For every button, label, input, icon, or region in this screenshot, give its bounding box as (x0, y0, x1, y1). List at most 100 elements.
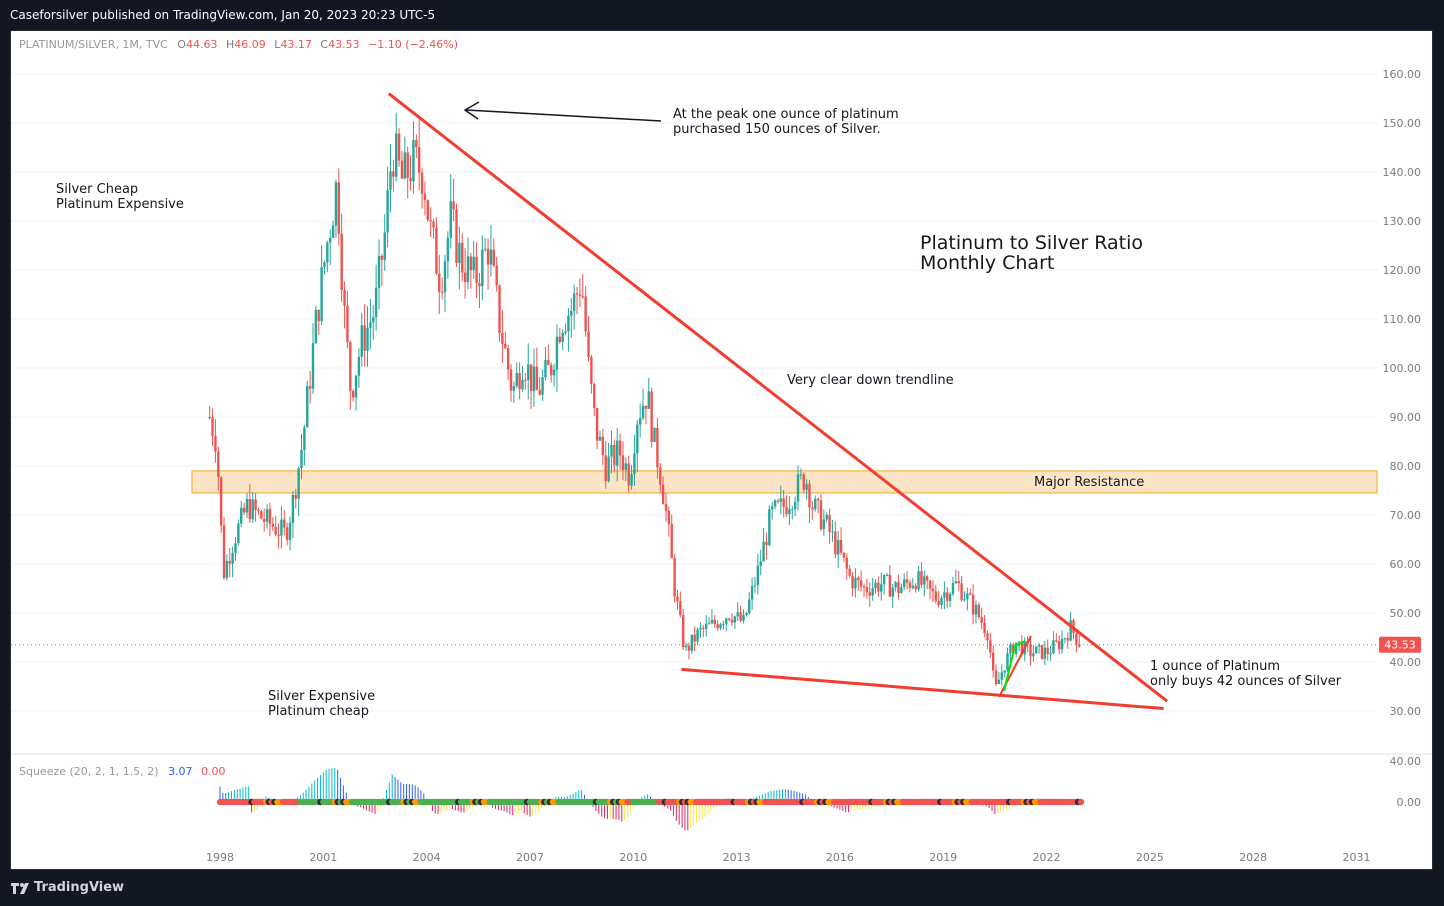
major-resistance-zone[interactable] (191, 470, 1378, 494)
candle-body (443, 261, 447, 293)
time-tick-label: 2007 (516, 851, 544, 864)
indicator-value2: 0.00 (201, 765, 226, 778)
candle-body (1035, 646, 1038, 654)
candle-body (848, 568, 851, 576)
symbol-legend[interactable]: PLATINUM/SILVER, 1M, TVC O44.63 H46.09 L… (19, 38, 458, 51)
green-trendline-top[interactable] (1014, 640, 1026, 647)
candle-body (1017, 641, 1021, 643)
candle-body (969, 593, 972, 595)
candle-body (277, 534, 280, 536)
candle-body (661, 484, 665, 505)
candle-body (1040, 645, 1044, 659)
legend-close: 43.53 (328, 38, 360, 51)
time-axis[interactable]: 1998 2001 2004 2007 2010 2013 2016 2019 2022 2025… (206, 851, 1371, 864)
candle-body (802, 474, 805, 490)
candle-body (768, 509, 771, 546)
candle-body (222, 525, 226, 578)
candle-body (679, 600, 682, 616)
candle-body (357, 356, 361, 376)
peak-note-line2: purchased 150 ounces of Silver. (673, 122, 881, 137)
candle-body (547, 359, 550, 366)
candle-body (570, 310, 573, 316)
candle-body (753, 585, 757, 587)
candle-body (561, 332, 564, 342)
candle-body (234, 543, 237, 553)
candle-body (888, 574, 892, 597)
tradingview-brand: TradingView (34, 880, 125, 895)
candle-body (472, 256, 475, 271)
candle-body (650, 391, 653, 442)
candle-body (314, 309, 318, 344)
candle-body (420, 172, 424, 194)
candle-body (265, 509, 269, 522)
candle-body (429, 219, 432, 222)
candle-body (903, 579, 906, 588)
candle-body (994, 670, 998, 684)
candle-body (552, 369, 556, 376)
down-trendline[interactable] (387, 92, 1169, 703)
candle-body (498, 285, 501, 334)
candle-body (704, 623, 708, 629)
candle-body (1057, 641, 1061, 650)
candle-body (492, 249, 495, 266)
candle-body (974, 604, 978, 615)
price-tick-label: 50.00 (1390, 607, 1422, 620)
candle-body (271, 523, 275, 527)
indicator-legend[interactable]: Squeeze (20, 2, 1, 1.5, 2) 3.07 0.00 (19, 765, 226, 778)
support-trendline[interactable] (681, 667, 1164, 711)
chart-canvas[interactable]: Major Resistance At the peak one ounce o… (11, 31, 1432, 869)
candle-body (736, 612, 739, 617)
candle-body (214, 436, 217, 452)
candlestick-series (208, 112, 1081, 686)
green-trendline[interactable] (1003, 645, 1016, 692)
legend-change: −1.10 (−2.46%) (368, 38, 458, 51)
candle-body (920, 571, 923, 585)
candle-body (670, 523, 673, 559)
candle-body (527, 364, 530, 381)
candle-body (834, 531, 837, 555)
price-axis[interactable]: 160.00 150.00 140.00 130.00 120.00 110.00 100.… (1383, 68, 1422, 809)
candle-body (208, 417, 211, 418)
candle-body (242, 507, 246, 513)
peak-arrow-line[interactable] (465, 109, 662, 122)
candle-body (240, 507, 243, 524)
candle-body (360, 325, 363, 357)
time-tick-label: 2025 (1136, 851, 1164, 864)
candle-body (417, 147, 421, 173)
legend-open-label: O (177, 38, 186, 51)
candle-body (489, 249, 493, 265)
candle-body (587, 331, 590, 358)
candle-body (673, 558, 676, 597)
candle-body (923, 576, 926, 585)
candle-body (785, 506, 788, 515)
indicator-tick-label: 0.00 (1397, 796, 1422, 809)
candle-body (618, 440, 622, 456)
candle-body (446, 237, 450, 262)
silver-cheap-line2: Platinum Expensive (56, 197, 184, 212)
candle-body (452, 201, 455, 210)
chart-frame[interactable]: Major Resistance At the peak one ounce o… (10, 30, 1433, 870)
top-bar: Caseforsilver published on TradingView.c… (0, 0, 1444, 30)
candle-body (1029, 644, 1032, 657)
candle-body (397, 133, 401, 161)
candle-body (851, 575, 854, 589)
candle-body (934, 591, 937, 601)
candle-body (532, 366, 536, 391)
candle-body (842, 552, 846, 558)
candle-body (1046, 647, 1049, 654)
price-tick-label: 160.00 (1383, 68, 1422, 81)
current-note-line2: only buys 42 ounces of Silver (1150, 674, 1342, 689)
candle-body (237, 523, 240, 544)
candle-body (811, 507, 814, 510)
candle-body (346, 305, 349, 343)
candle-body (380, 256, 384, 260)
candle-body (865, 587, 869, 593)
candle-body (506, 348, 510, 370)
candle-body (285, 527, 289, 540)
candle-body (756, 565, 760, 586)
candle-body (977, 604, 981, 618)
candle-body (354, 375, 358, 398)
candle-body (495, 265, 498, 286)
candle-body (1078, 644, 1081, 647)
candle-body (819, 500, 823, 530)
